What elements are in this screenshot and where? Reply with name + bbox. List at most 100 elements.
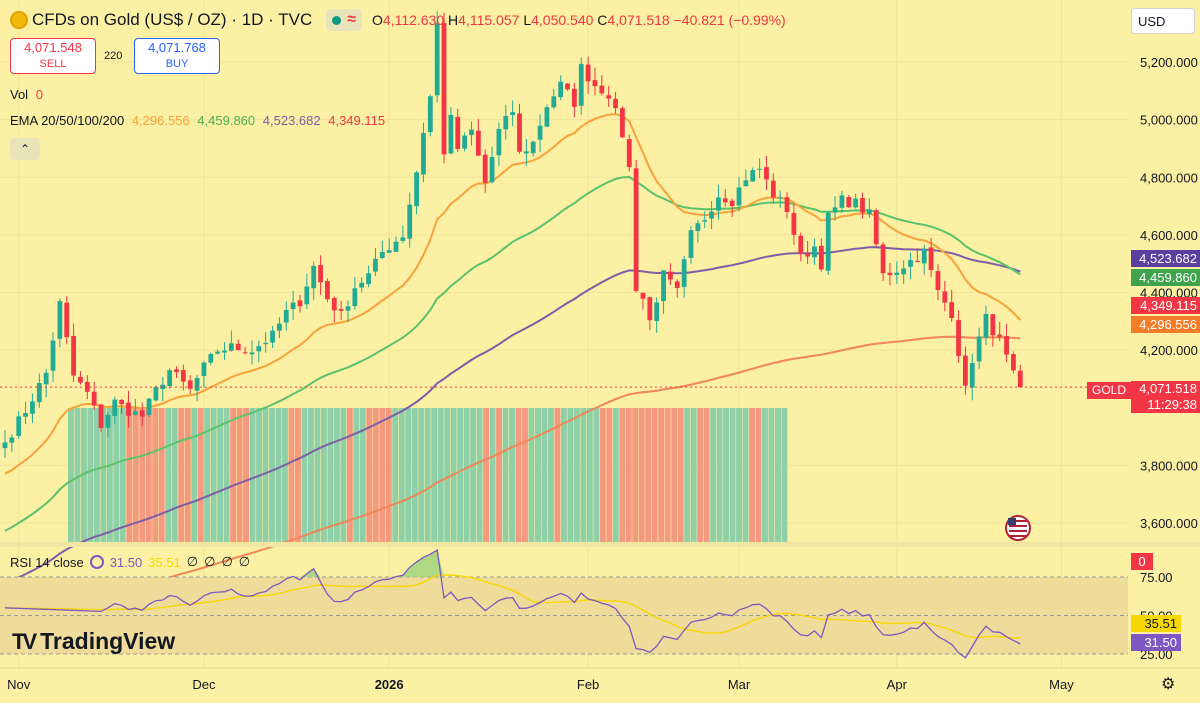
candle-body (208, 354, 214, 363)
candle-body (544, 107, 550, 127)
market-open-dot-icon (332, 15, 342, 25)
candle-body (873, 210, 879, 245)
candle-body (256, 346, 262, 352)
candle-body (167, 370, 173, 387)
volume-bar (113, 408, 120, 542)
rsi-legend[interactable]: RSI 14 close 31.50 35.51 ∅ ∅ ∅ ∅ (10, 554, 251, 570)
volume-bar (606, 408, 613, 542)
candle-body (606, 95, 612, 99)
volume-bar (690, 408, 697, 542)
volume-bar (366, 408, 373, 542)
candle-body (661, 270, 666, 302)
candle-body (297, 300, 303, 307)
volume-bar (301, 408, 308, 542)
candle-body (585, 64, 591, 82)
candle-body (50, 340, 56, 371)
symbol-price-tag: GOLD (1087, 382, 1132, 399)
candle-body (517, 113, 522, 152)
settings-gear-icon[interactable]: ⚙ (1161, 676, 1176, 693)
time-axis-label: Nov (7, 677, 31, 692)
volume-bar (223, 408, 230, 542)
candle-body (736, 187, 742, 206)
candle-body (770, 180, 776, 198)
candle-body (908, 260, 913, 267)
candle-body (860, 197, 865, 213)
volume-bar (126, 408, 133, 542)
volume-bar (716, 408, 723, 542)
volume-legend[interactable]: Vol 0 (10, 87, 43, 102)
candle-body (914, 260, 920, 262)
candle-body (119, 399, 125, 405)
volume-bar (684, 408, 691, 542)
volume-bar (210, 408, 217, 542)
volume-bar (80, 408, 87, 542)
candle-body (716, 197, 721, 211)
volume-bar (703, 408, 710, 542)
collapse-legend-button[interactable]: ⌃ (10, 138, 40, 160)
currency-select[interactable]: USD (1131, 8, 1195, 34)
tradingview-logo-icon: TV (12, 628, 37, 654)
candle-body (578, 64, 584, 106)
price-axis-label: 4,800.000 (1140, 170, 1198, 185)
sell-price: 4,071.548 (24, 40, 82, 55)
price-axis-label: 3,800.000 (1140, 458, 1198, 473)
volume-bar (476, 408, 483, 542)
volume-bar (346, 408, 353, 542)
volume-bar (288, 408, 295, 542)
candle-body (304, 286, 310, 305)
volume-bar (353, 408, 360, 542)
market-status-pill[interactable]: ≈ (326, 9, 363, 31)
rsi-label: RSI 14 close (10, 554, 84, 570)
tradingview-logo-text: TradingView (40, 628, 176, 654)
volume-bar (74, 408, 81, 542)
candle-body (16, 416, 22, 436)
gold-logo-icon (10, 11, 28, 29)
candle-body (818, 245, 824, 270)
buy-button[interactable]: 4,071.768 BUY (134, 38, 220, 74)
volume-bar (515, 408, 522, 542)
candle-body (798, 235, 804, 254)
volume-bar (457, 408, 464, 542)
flag-stripe (1009, 525, 1027, 527)
candle-body (277, 323, 282, 331)
ema-legend[interactable]: EMA 20/50/100/200 4,296.556 4,459.860 4,… (10, 113, 386, 128)
volume-bar (567, 408, 574, 542)
volume-bar (554, 408, 561, 542)
candle-body (956, 320, 961, 357)
volume-bar (93, 408, 100, 542)
candle-body (91, 391, 97, 406)
volume-bar (664, 408, 671, 542)
candle-body (235, 343, 241, 351)
symbol-title[interactable]: CFDs on Gold (US$ / OZ) · 1D · TVC (32, 10, 313, 29)
candle-body (9, 437, 15, 443)
candle-body (71, 335, 76, 376)
sell-button[interactable]: 4,071.548 SELL (10, 38, 96, 74)
candle-body (386, 250, 392, 253)
candle-body (283, 310, 289, 323)
candle-body (839, 195, 845, 208)
candle-body (565, 83, 570, 90)
candle-body (647, 297, 653, 321)
candle-body (489, 157, 495, 183)
candle-body (613, 98, 618, 109)
candle-body (805, 253, 811, 257)
candle-body (695, 223, 701, 232)
candle-body (620, 108, 625, 138)
candle-body (57, 301, 63, 339)
volume-bar (119, 408, 126, 542)
symbol-header: CFDs on Gold (US$ / OZ) · 1D · TVC ≈ O4,… (10, 8, 786, 32)
volume-bar (178, 408, 185, 542)
volume-bar (398, 408, 405, 542)
time-axis-label: Dec (192, 677, 216, 692)
volume-bar (275, 408, 282, 542)
volume-bar (385, 408, 392, 542)
volume-bar (139, 408, 146, 542)
volume-bar (541, 408, 548, 542)
ema20-line (4, 112, 1022, 475)
candle-body (668, 271, 673, 280)
volume-bar (463, 408, 470, 542)
candle-body (105, 414, 111, 428)
candle-body (722, 198, 728, 203)
tradingview-logo[interactable]: TV TradingView (12, 628, 175, 655)
